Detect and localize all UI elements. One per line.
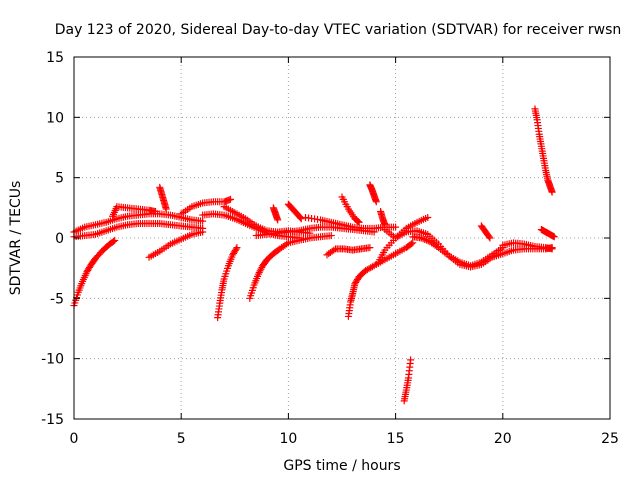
- series-arc20: [374, 213, 432, 266]
- data-point: [548, 188, 556, 196]
- x-tick-label: 0: [70, 431, 79, 447]
- x-tick-label: 10: [279, 431, 297, 447]
- chart-title: Day 123 of 2020, Sidereal Day-to-day VTE…: [55, 22, 622, 38]
- x-tick-label: 5: [177, 431, 186, 447]
- data-point: [256, 267, 264, 275]
- series-arc7: [177, 195, 235, 218]
- series-arc21: [377, 207, 389, 229]
- y-tick-label: 15: [46, 50, 64, 66]
- series-arc13: [269, 204, 282, 224]
- data-points: [70, 105, 558, 405]
- data-point: [274, 216, 282, 224]
- series-arc28: [537, 226, 558, 241]
- data-point: [419, 235, 427, 243]
- series-arc15: [302, 213, 400, 232]
- data-point: [330, 246, 338, 254]
- data-point: [199, 217, 207, 225]
- data-point: [227, 195, 235, 203]
- data-point: [486, 234, 494, 242]
- x-tick-label: 20: [494, 431, 512, 447]
- y-axis-label: SDTVAR / TECUs: [8, 181, 24, 296]
- data-point: [257, 265, 265, 273]
- data-point: [283, 240, 291, 248]
- data-point: [417, 234, 425, 242]
- data-point: [232, 245, 240, 253]
- data-point: [548, 245, 556, 253]
- data-point: [407, 240, 415, 248]
- y-tick-label: 5: [55, 171, 64, 187]
- data-point: [372, 198, 380, 206]
- series-arc8: [199, 210, 303, 242]
- y-tick-label: -15: [41, 412, 64, 428]
- series-arc1: [70, 236, 119, 310]
- data-point: [162, 205, 170, 213]
- series-arc9: [214, 244, 241, 322]
- data-point: [151, 207, 159, 215]
- data-point: [109, 237, 117, 245]
- data-point: [199, 228, 207, 236]
- series-arc5: [145, 228, 207, 261]
- series-arc23: [400, 356, 415, 405]
- series-arc14: [284, 200, 305, 223]
- data-point: [485, 233, 493, 241]
- data-point: [255, 269, 263, 277]
- data-point: [111, 236, 119, 244]
- data-point: [409, 239, 417, 247]
- data-point: [421, 235, 429, 243]
- data-point: [433, 242, 441, 250]
- data-point: [355, 218, 363, 226]
- y-tick-label: -10: [41, 352, 64, 368]
- series-arc24: [409, 233, 507, 270]
- x-tick-label: 15: [387, 431, 405, 447]
- data-point: [327, 232, 335, 240]
- data-point: [233, 244, 241, 252]
- data-point: [354, 218, 362, 226]
- series-arc18: [344, 239, 417, 320]
- series-arc19: [366, 181, 380, 206]
- y-tick-label: 0: [55, 231, 64, 247]
- x-axis-label: GPS time / hours: [283, 458, 400, 474]
- x-tick-label: 25: [601, 431, 619, 447]
- y-tick-label: -5: [50, 291, 64, 307]
- axis-ticks: 0 5 10 15 20 25 15 10 5 0 -5 -10 -15: [41, 50, 619, 447]
- data-point: [254, 270, 262, 278]
- data-point: [297, 215, 305, 223]
- data-point: [368, 263, 376, 271]
- data-point: [392, 223, 400, 231]
- series-arc16: [323, 244, 374, 259]
- data-point: [550, 233, 558, 241]
- series-arc25: [477, 222, 494, 242]
- y-tick-label: 10: [46, 110, 64, 126]
- series-arc2: [70, 210, 207, 236]
- series-arc4: [109, 203, 159, 220]
- data-point: [407, 356, 415, 364]
- data-point: [366, 244, 374, 252]
- series-arc6: [156, 183, 170, 213]
- series-arc26: [499, 239, 556, 253]
- series-arc17: [338, 193, 363, 226]
- series-arc11: [246, 232, 335, 302]
- data-point: [353, 217, 361, 225]
- data-point: [422, 236, 430, 244]
- grid-lines: [74, 57, 610, 419]
- series-arc27: [531, 105, 556, 196]
- data-point: [424, 213, 432, 221]
- series-arc3: [70, 220, 207, 241]
